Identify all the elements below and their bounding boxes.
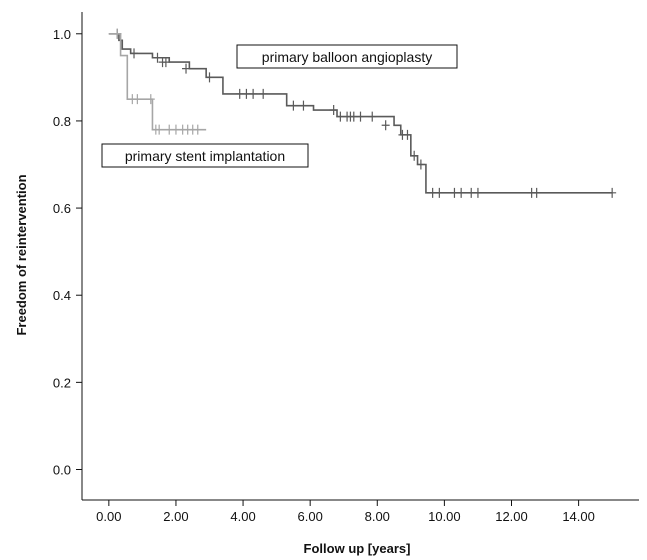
x-tick-label: 2.00 [163,509,188,524]
annotation-stent: primary stent implantation [101,143,309,168]
censor-mark-balloon [161,57,170,68]
series-line-stent [108,32,207,131]
censor-mark-balloon [416,159,425,170]
censor-mark-balloon [428,187,437,198]
censor-mark-balloon [329,105,338,116]
annotation-balloon: primary balloon angioplasty [236,44,458,69]
censor-mark-balloon [450,187,459,198]
censor-mark-stent [165,124,174,135]
censor-mark-stent [155,124,164,135]
censor-mark-balloon [153,52,162,63]
censor-mark-balloon [467,187,476,198]
x-tick-label: 10.00 [428,509,461,524]
censor-mark-stent [113,28,122,39]
censor-mark-balloon [381,120,390,131]
annotation-balloon-text: primary balloon angioplasty [262,49,432,65]
axes-layer: 0.00 2.00 4.00 6.00 8.00 10.00 12.00 14.00 0.0 0.… [53,12,639,524]
y-tick-label: 0.4 [53,288,71,303]
censor-mark-balloon [368,111,377,122]
x-tick-label: 6.00 [298,509,323,524]
x-tick-label: 0.00 [96,509,121,524]
y-tick-label: 0.6 [53,201,71,216]
annotation-stent-text: primary stent implantation [125,148,285,164]
x-tick-label: 14.00 [562,509,595,524]
censor-mark-balloon [259,88,268,99]
annotation-stent-box [101,143,309,168]
y-tick-label: 0.0 [53,463,71,478]
censor-mark-balloon [299,100,308,111]
censor-mark-stent [146,94,155,105]
censor-mark-balloon [532,187,541,198]
censor-mark-balloon [182,63,191,74]
censor-mark-stent [193,124,202,135]
censor-mark-balloon [289,100,298,111]
censor-mark-balloon [249,88,258,99]
censor-mark-balloon [410,150,419,161]
y-axis-title: Freedom of reintervention [14,174,29,335]
censor-mark-balloon [473,187,482,198]
censor-mark-stent [133,94,142,105]
x-axis-title: Follow up [years] [304,541,411,556]
series-layer [108,28,617,198]
censor-mark-balloon [349,111,358,122]
censor-mark-balloon [435,187,444,198]
censor-mark-balloon [130,48,139,59]
censor-mark-balloon [403,129,412,140]
censor-mark-balloon [235,88,244,99]
censor-mark-balloon [205,72,214,83]
y-tick-label: 0.2 [53,375,71,390]
x-tick-label: 8.00 [365,509,390,524]
y-tick-label: 1.0 [53,27,71,42]
annotation-balloon-box [236,44,458,69]
censor-mark-balloon [242,88,251,99]
x-tick-label: 12.00 [495,509,528,524]
x-tick-label: 4.00 [230,509,255,524]
censor-mark-balloon [336,111,345,122]
censor-mark-balloon [356,111,365,122]
censor-mark-stent [171,124,180,135]
censor-mark-balloon [457,187,466,198]
censor-mark-balloon [608,187,617,198]
y-tick-label: 0.8 [53,114,71,129]
